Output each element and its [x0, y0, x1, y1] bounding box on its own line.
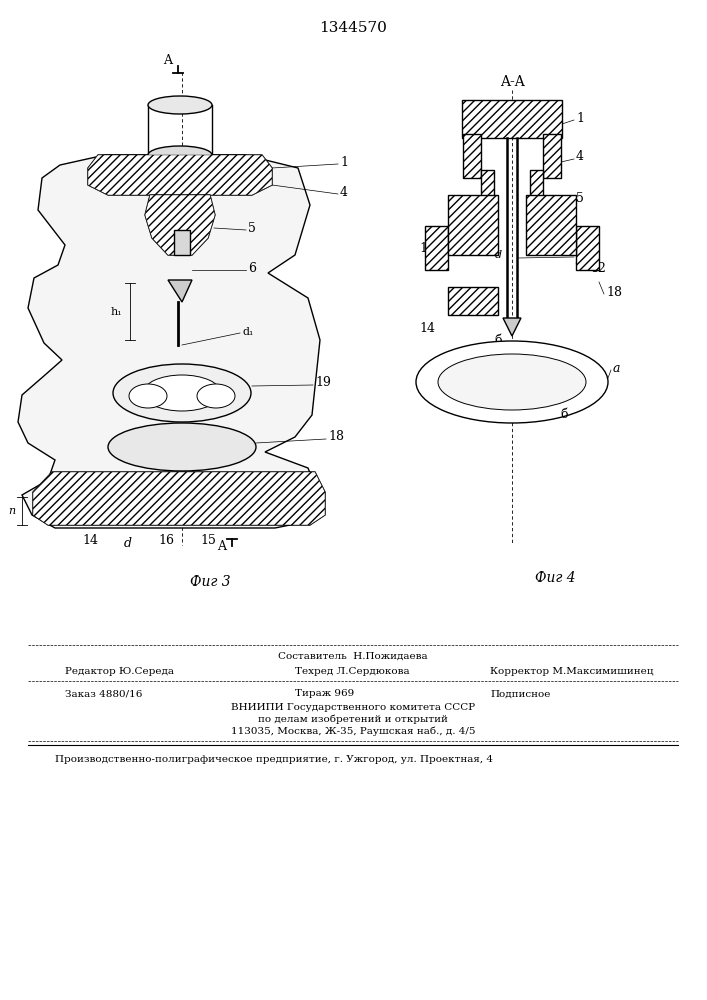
Polygon shape [168, 280, 192, 302]
Polygon shape [88, 155, 272, 195]
Text: 14: 14 [419, 322, 435, 334]
Bar [174, 230, 190, 255]
Text: 12: 12 [590, 261, 606, 274]
Bar [526, 195, 576, 255]
Text: Техред Л.Сердюкова: Техред Л.Сердюкова [295, 666, 409, 676]
Text: 19: 19 [315, 376, 331, 389]
Text: Фиг 3: Фиг 3 [189, 575, 230, 589]
Ellipse shape [108, 423, 256, 471]
Text: Корректор М.Максимишинец: Корректор М.Максимишинец [490, 666, 653, 676]
Text: d₁: d₁ [243, 327, 255, 337]
Text: 18: 18 [606, 286, 622, 298]
Text: Заказ 4880/16: Заказ 4880/16 [65, 690, 142, 698]
Text: A: A [163, 53, 173, 66]
Text: n: n [8, 506, 15, 516]
Text: 1: 1 [576, 111, 584, 124]
Text: ВНИИПИ Государственного комитета СССР: ВНИИПИ Государственного комитета СССР [231, 702, 475, 712]
Text: a: a [613, 361, 621, 374]
Text: 5: 5 [248, 222, 256, 234]
Text: 19: 19 [419, 241, 435, 254]
Ellipse shape [148, 146, 212, 164]
Text: 1344570: 1344570 [319, 21, 387, 35]
Text: 5: 5 [576, 192, 584, 205]
Text: Фиг 4: Фиг 4 [534, 571, 575, 585]
Text: 15: 15 [200, 534, 216, 547]
Bar [448, 287, 498, 315]
Bar [543, 134, 561, 178]
Text: Производственно-полиграфическое предприятие, г. Ужгород, ул. Проектная, 4: Производственно-полиграфическое предприя… [55, 754, 493, 764]
Polygon shape [145, 195, 215, 255]
Text: A: A [218, 540, 226, 552]
Text: Составитель  Н.Пожидаева: Составитель Н.Пожидаева [278, 652, 428, 660]
Bar [576, 226, 599, 270]
Ellipse shape [113, 364, 251, 422]
Text: d: d [124, 537, 132, 550]
Text: б: б [494, 334, 502, 347]
Polygon shape [145, 195, 215, 255]
Bar [530, 170, 543, 210]
Text: 6: 6 [248, 261, 256, 274]
Text: Тираж 969: Тираж 969 [295, 690, 354, 698]
Text: Редактор Ю.Середа: Редактор Ю.Середа [65, 666, 174, 676]
Bar [481, 170, 494, 210]
Ellipse shape [129, 384, 167, 408]
Bar [448, 195, 498, 255]
Ellipse shape [438, 354, 586, 410]
Text: по делам изобретений и открытий: по делам изобретений и открытий [258, 714, 448, 724]
Text: 4: 4 [576, 150, 584, 163]
Text: 18: 18 [328, 430, 344, 444]
Text: h₁: h₁ [110, 307, 122, 317]
Polygon shape [33, 472, 325, 525]
Text: б: б [560, 408, 568, 422]
Ellipse shape [143, 375, 221, 411]
Ellipse shape [148, 96, 212, 114]
Polygon shape [33, 472, 325, 525]
Polygon shape [503, 318, 521, 336]
Text: 113035, Москва, Ж-35, Раушская наб., д. 4/5: 113035, Москва, Ж-35, Раушская наб., д. … [230, 726, 475, 736]
Text: 4: 4 [340, 186, 348, 198]
Polygon shape [88, 155, 272, 195]
Text: Подписное: Подписное [490, 690, 550, 698]
Text: 14: 14 [82, 534, 98, 547]
Ellipse shape [197, 384, 235, 408]
Bar [462, 100, 562, 138]
Text: A-A: A-A [500, 75, 525, 89]
Text: 16: 16 [158, 534, 174, 547]
Text: d: d [495, 250, 502, 260]
Bar [463, 134, 481, 178]
Text: 6: 6 [576, 248, 584, 261]
Text: 1: 1 [340, 155, 348, 168]
Bar [425, 226, 448, 270]
Polygon shape [18, 155, 320, 528]
Ellipse shape [416, 341, 608, 423]
